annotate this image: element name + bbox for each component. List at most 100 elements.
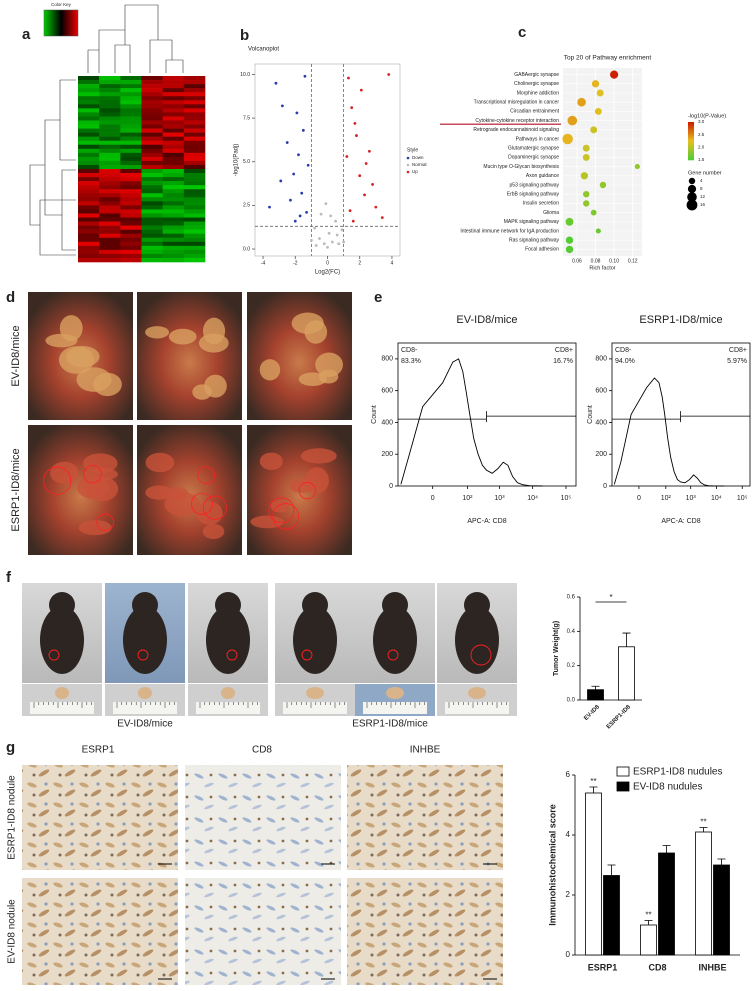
heatmap-cell: [120, 136, 142, 141]
heatmap-cell: [78, 144, 100, 150]
heatmap-cell: [120, 152, 142, 158]
heatmap-cell: [141, 92, 163, 97]
x-tick-label: 0: [637, 495, 641, 502]
heatmap-cell: [99, 96, 121, 101]
tumor: [306, 687, 324, 699]
y-tick-label: 4: [566, 830, 571, 839]
heatmap-cell: [162, 181, 185, 186]
x-tick-label: -4: [261, 260, 266, 266]
mouse-body: [206, 606, 250, 674]
heatmap-cell: [141, 120, 163, 125]
heatmap-cell: [78, 185, 100, 190]
color-bar: [688, 141, 694, 144]
chart-title: EV-ID8/mice: [456, 314, 517, 326]
heatmap-cell: [99, 124, 121, 129]
heatmap-cell: [120, 80, 142, 85]
point: [387, 73, 391, 76]
ihc-image: [185, 765, 341, 870]
heatmap-cell: [141, 156, 163, 162]
y-tick-label: Dopaminergic synapse: [508, 155, 559, 161]
plot-frame: [611, 342, 751, 487]
color-bar: [688, 122, 694, 125]
heatmap-cell: [120, 84, 142, 89]
heatmap-cell: [99, 185, 121, 190]
color-bar: [688, 125, 694, 128]
y-tick-label: 200: [381, 451, 393, 458]
caption: EV-ID8/mice: [117, 719, 173, 730]
mouse-head: [302, 592, 328, 618]
heatmap-cell: [141, 124, 163, 129]
heatmap-cell: [99, 237, 121, 243]
ruler: [113, 702, 177, 714]
color-tick-label: 2.5: [698, 132, 705, 137]
heatmap-cell: [183, 213, 206, 218]
heatmap-cell: [120, 108, 142, 113]
heatmap-cell: [183, 205, 206, 210]
heatmap-cell: [183, 185, 206, 190]
mouse-head: [49, 592, 75, 618]
heatmap-cell: [183, 245, 206, 251]
point: [374, 205, 378, 209]
panel-letter: d: [6, 289, 15, 306]
point: [326, 245, 329, 249]
x-tick-label: ESRP1-ID8: [606, 704, 633, 731]
heatmap-cell: [99, 76, 121, 81]
point: [350, 106, 354, 110]
y-tick-label: Pathways in cancer: [516, 136, 560, 142]
heatmap-cell: [183, 96, 206, 101]
color-key: [43, 9, 79, 37]
heatmap-cell: [162, 112, 185, 117]
tumor: [221, 687, 235, 699]
size-swatch: [687, 192, 697, 202]
heatmap-cell: [183, 144, 206, 150]
bar: [658, 852, 675, 956]
panel-letter: a: [22, 26, 31, 43]
heatmap-cell: [78, 169, 100, 174]
bar: [640, 924, 657, 956]
gate-label: CD8-: [615, 347, 632, 354]
point: [314, 244, 318, 247]
heatmap-cell: [99, 92, 121, 97]
heatmap-cell: [162, 124, 185, 129]
bubble: [599, 181, 607, 189]
heatmap-cell: [162, 152, 185, 158]
tissue: [196, 501, 223, 525]
heatmap-cell: [120, 249, 142, 255]
dendrogram: [87, 4, 184, 73]
row-dendrogram: [29, 79, 76, 256]
bubble: [565, 245, 574, 254]
heatmap-cell: [99, 217, 121, 222]
heatmap-cell: [183, 108, 206, 113]
y-tick-label: 0: [603, 483, 607, 490]
point: [364, 162, 368, 165]
point: [359, 88, 363, 92]
mouse-photo: [137, 292, 242, 420]
heatmap-cell: [78, 104, 100, 109]
color-bar: [688, 133, 694, 136]
heatmap-cell: [78, 189, 100, 194]
bubble: [590, 209, 597, 216]
y-tick-label: Retrograde endocannabinoid signaling: [473, 127, 559, 133]
mouse-body: [293, 606, 337, 674]
heatmap-cell: [141, 213, 163, 218]
heatmap-cell: [141, 160, 163, 166]
heatmap-cell: [162, 205, 185, 210]
heatmap-cell: [183, 209, 206, 214]
y-tick-label: Ras signaling pathway: [509, 238, 560, 244]
heatmap-cell: [141, 193, 163, 198]
heatmap-cell: [162, 104, 185, 109]
x-tick-label: -2: [293, 260, 298, 266]
heatmap-cell: [78, 100, 100, 105]
heatmap-cell: [141, 221, 163, 226]
heatmap-cell: [99, 249, 121, 255]
tissue: [66, 346, 100, 368]
row-label: EV-ID8 nodule: [7, 899, 18, 964]
heatmap-cell: [183, 92, 206, 97]
heatmap-cell: [120, 100, 142, 105]
heatmap-cell: [78, 225, 100, 230]
heatmap-cell: [78, 112, 100, 117]
heatmap-cell: [162, 84, 185, 89]
heatmap-cell: [162, 201, 185, 206]
heatmap-cell: [183, 181, 206, 186]
heatmap-cell: [162, 241, 185, 247]
